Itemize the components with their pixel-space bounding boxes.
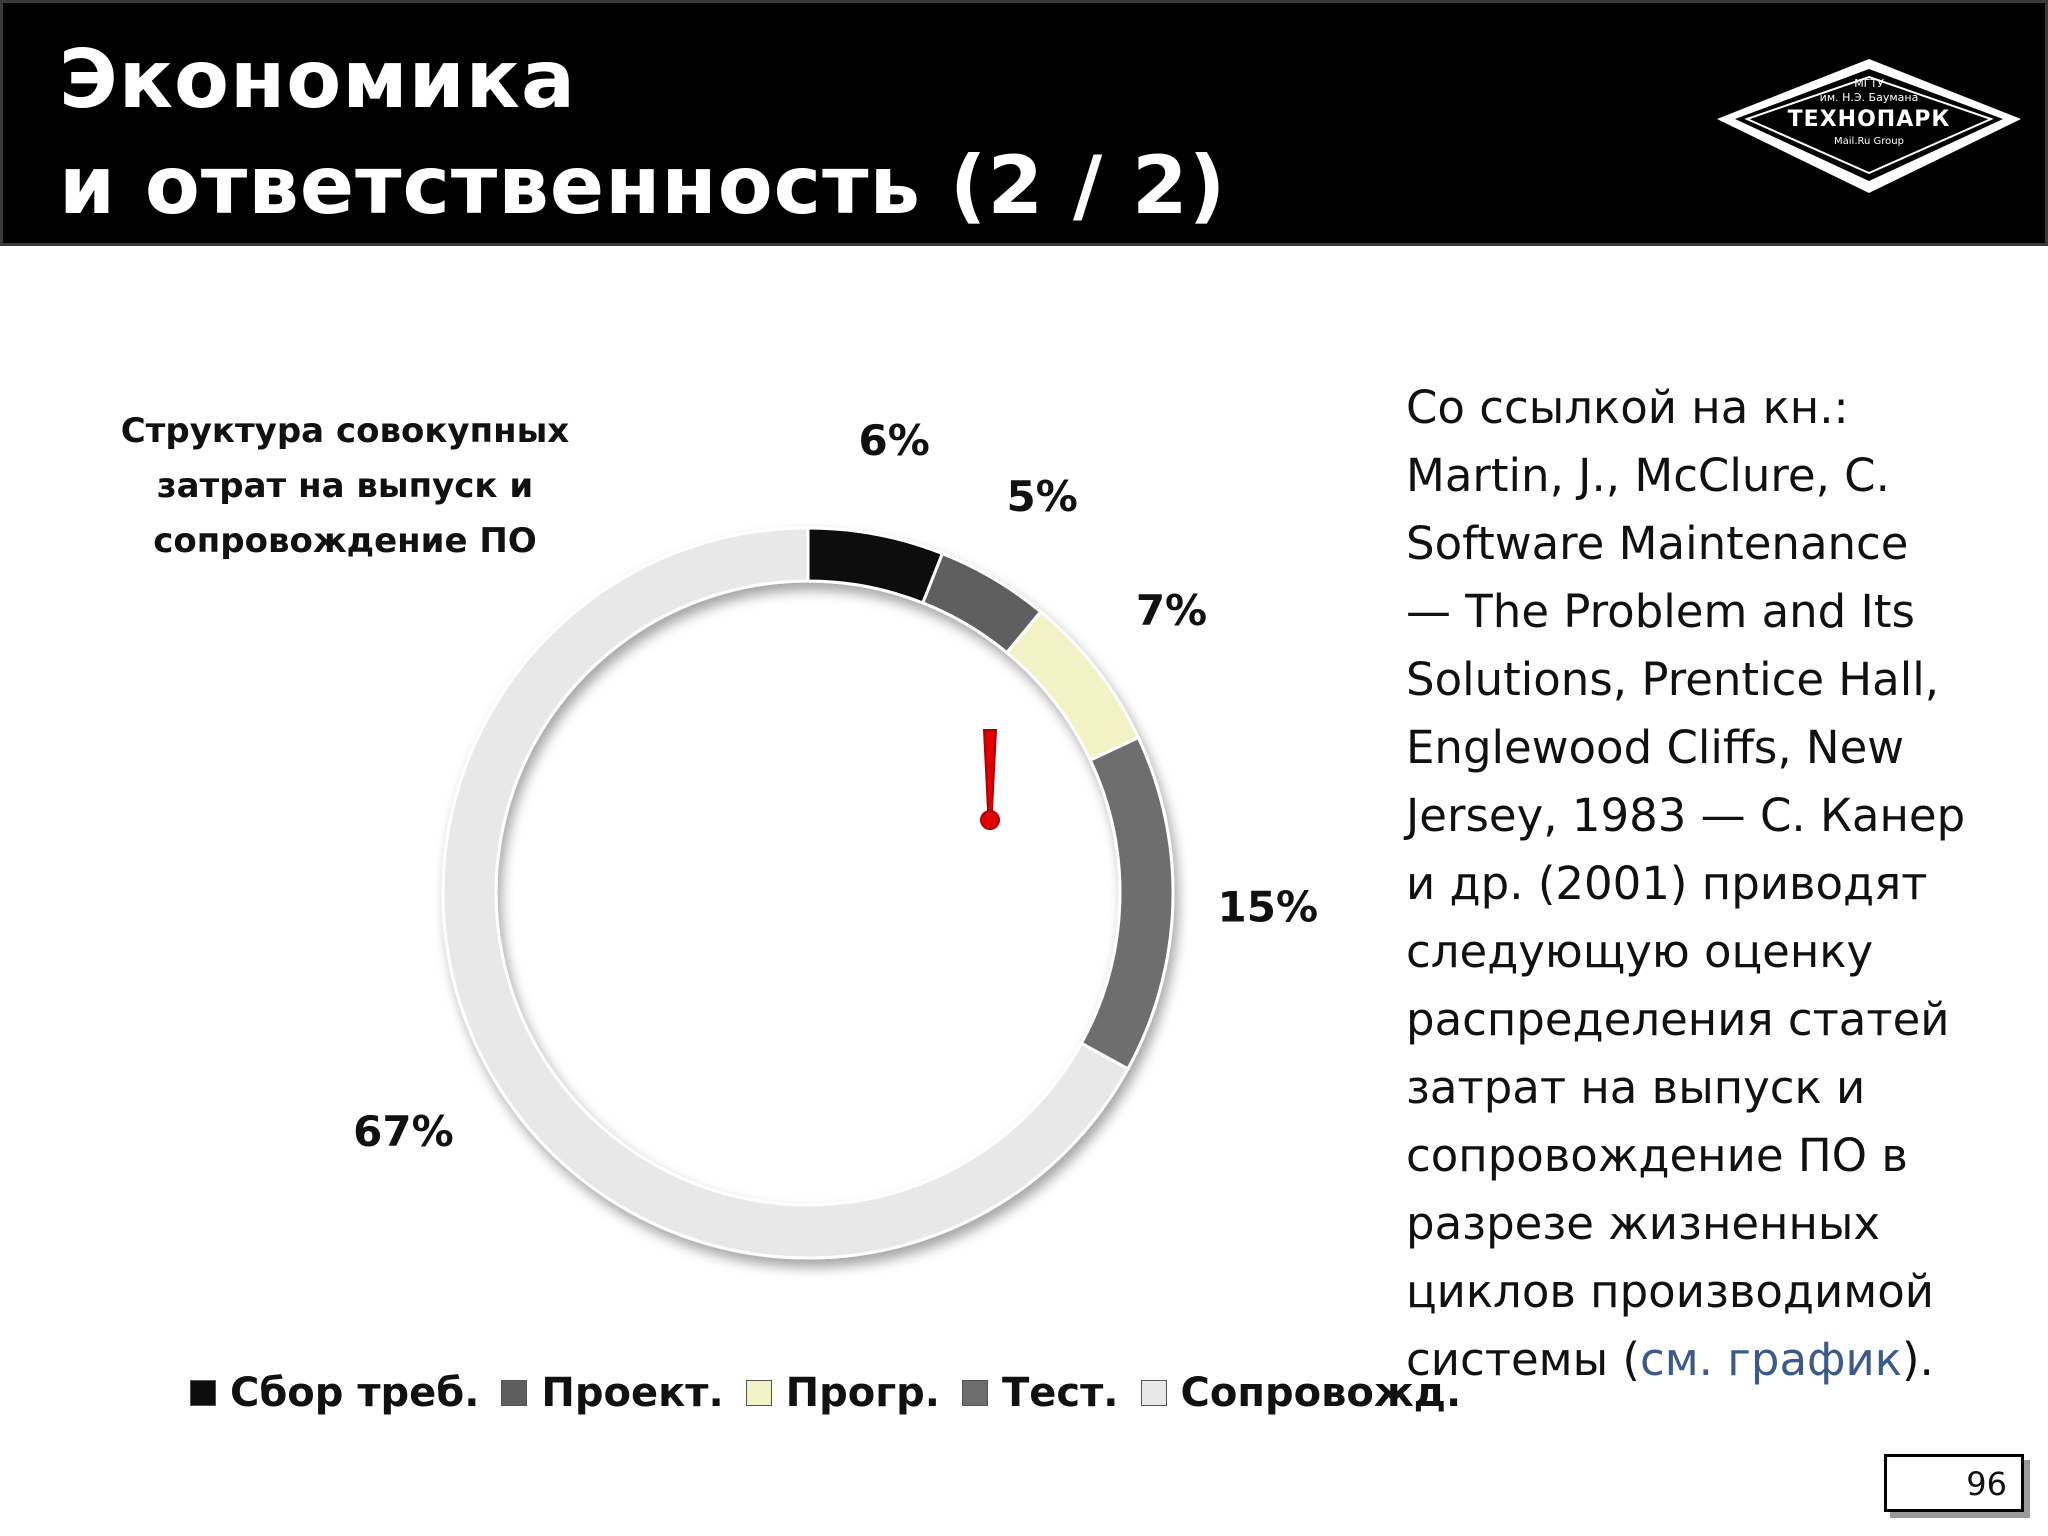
- reference-line: Со ссылкой на кн.:: [1406, 381, 1849, 434]
- legend-swatch: [1140, 1380, 1167, 1406]
- legend-label: Прогр.: [785, 1370, 940, 1416]
- slice-value-label: 6%: [859, 416, 930, 465]
- reference-last-line: системы (см. график).: [1406, 1326, 2006, 1394]
- slice-value-label: 5%: [1007, 472, 1078, 521]
- legend-swatch: [961, 1380, 988, 1406]
- legend-swatch: [501, 1380, 528, 1406]
- logo-line-2: им. Н.Э. Баумана: [1819, 91, 1919, 104]
- reference-line: сопровождение ПО в: [1406, 1129, 1908, 1182]
- legend-swatch: [745, 1380, 772, 1406]
- chart-slice: [1079, 735, 1175, 1071]
- legend-label: Тест.: [1001, 1370, 1119, 1416]
- slide-title-line-1: Экономика: [59, 33, 576, 126]
- reference-line: следующую оценку: [1406, 925, 1874, 978]
- reference-line: распределения статей: [1406, 993, 1950, 1046]
- slice-value-label: 67%: [353, 1107, 454, 1156]
- reference-text: Со ссылкой на кн.: Martin, J., McClure, C…: [1406, 374, 2006, 1394]
- doughnut-chart: 6% 5% 7% 15% 67% !: [353, 416, 1319, 1260]
- header-band: Экономика и ответственность (2 / 2) МГТУ…: [0, 0, 2048, 246]
- chart-slice: [806, 526, 945, 605]
- reference-last-suffix: ).: [1901, 1333, 1934, 1386]
- logo-line-1: МГТУ: [1854, 77, 1884, 90]
- legend-item: Тест.: [961, 1370, 1119, 1416]
- logo-diamond-icon: [1717, 59, 2021, 193]
- legend-item: Сбор треб.: [190, 1370, 479, 1416]
- page-number: 96: [1966, 1465, 2007, 1503]
- legend-label: Сопровожд.: [1180, 1370, 1462, 1416]
- reference-line: разрезе жизненных: [1406, 1197, 1881, 1250]
- legend-label: Сбор треб.: [230, 1370, 480, 1416]
- chart-slice: [1004, 609, 1141, 763]
- legend-label: Проект.: [541, 1370, 724, 1416]
- page-number-box: 96: [1884, 1454, 2024, 1512]
- reference-line: Software Maintenance: [1406, 517, 1909, 570]
- see-chart-link[interactable]: см. график: [1639, 1333, 1902, 1386]
- legend-item: Прогр.: [745, 1370, 940, 1416]
- reference-line: циклов производимой: [1406, 1265, 1935, 1318]
- reference-line: и др. (2001) приводят: [1406, 857, 1928, 910]
- reference-line: затрат на выпуск и: [1406, 1061, 1866, 1114]
- chart-title: Структура совокупных затрат на выпуск и …: [120, 411, 570, 561]
- slice-value-label: 7%: [1136, 586, 1207, 635]
- legend-item: Проект.: [501, 1370, 724, 1416]
- legend-swatch: [190, 1380, 216, 1406]
- reference-line: Martin, J., McClure, C.: [1406, 449, 1890, 502]
- logo-line-4: Mail.Ru Group: [1834, 136, 1904, 147]
- reference-line: Englewood Cliffs, New: [1406, 721, 1905, 774]
- reference-line: Jersey, 1983 — С. Канер: [1406, 789, 1966, 842]
- logo-line-3: ТЕХНОПАРК: [1787, 107, 1951, 132]
- chart-legend: Сбор треб. Проект. Прогр. Тест. Сопровожд.: [190, 1370, 1483, 1416]
- reference-last-prefix: системы (: [1406, 1333, 1640, 1386]
- exclamation-annotation: !: [980, 729, 1000, 830]
- slice-value-label: 15%: [1218, 882, 1319, 931]
- slide-title-line-2: и ответственность (2 / 2): [59, 139, 1227, 232]
- technopark-logo: МГТУ им. Н.Э. Баумана ТЕХНОПАРК Mail.Ru …: [1711, 53, 2027, 199]
- reference-line: — The Problem and Its: [1406, 585, 1915, 638]
- legend-item: Сопровожд.: [1140, 1370, 1462, 1416]
- reference-line: Solutions, Prentice Hall,: [1406, 653, 1940, 706]
- chart-slice: [441, 526, 1130, 1260]
